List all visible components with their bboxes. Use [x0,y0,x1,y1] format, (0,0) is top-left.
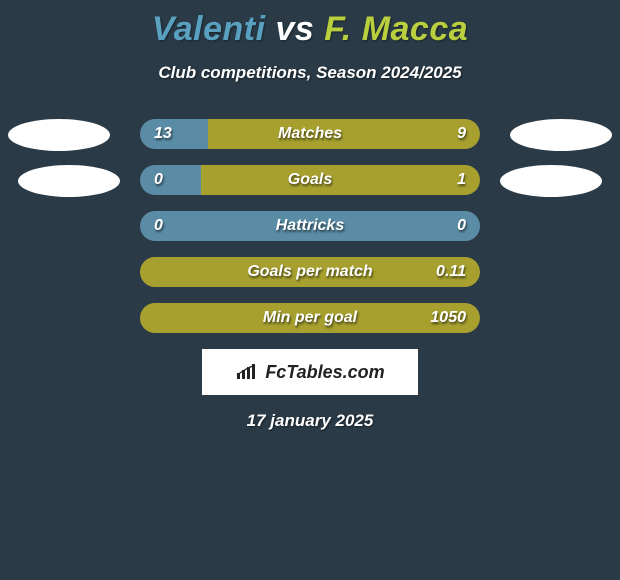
stat-row-goals: 0 Goals 1 [140,165,480,195]
bar-right [140,303,480,333]
chart-icon [235,363,259,381]
subtitle: Club competitions, Season 2024/2025 [0,63,620,83]
date-text: 17 january 2025 [0,411,620,431]
vs-text: vs [276,10,315,48]
player2-avatar-2 [500,165,602,197]
player1-avatar-1 [8,119,110,151]
bar-left [140,211,480,241]
bar-left [140,119,208,149]
bar-track [140,303,480,333]
bar-track [140,165,480,195]
player2-name: F. Macca [324,10,468,48]
stat-row-min-per-goal: Min per goal 1050 [140,303,480,333]
stat-row-matches: 13 Matches 9 [140,119,480,149]
bar-right [208,119,480,149]
bar-left [140,165,201,195]
comparison-card: Valenti vs F. Macca Club competitions, S… [0,0,620,431]
bar-right [201,165,480,195]
brand-text: FcTables.com [265,362,384,383]
bar-track [140,119,480,149]
brand-logo: FcTables.com [202,349,418,395]
stat-row-hattricks: 0 Hattricks 0 [140,211,480,241]
player1-avatar-2 [18,165,120,197]
bar-right [140,257,480,287]
bar-track [140,211,480,241]
player1-name: Valenti [152,10,266,48]
stat-row-goals-per-match: Goals per match 0.11 [140,257,480,287]
bar-track [140,257,480,287]
stats-area: 13 Matches 9 0 Goals 1 0 Hattricks 0 [0,119,620,333]
player2-avatar-1 [510,119,612,151]
page-title: Valenti vs F. Macca [0,10,620,49]
